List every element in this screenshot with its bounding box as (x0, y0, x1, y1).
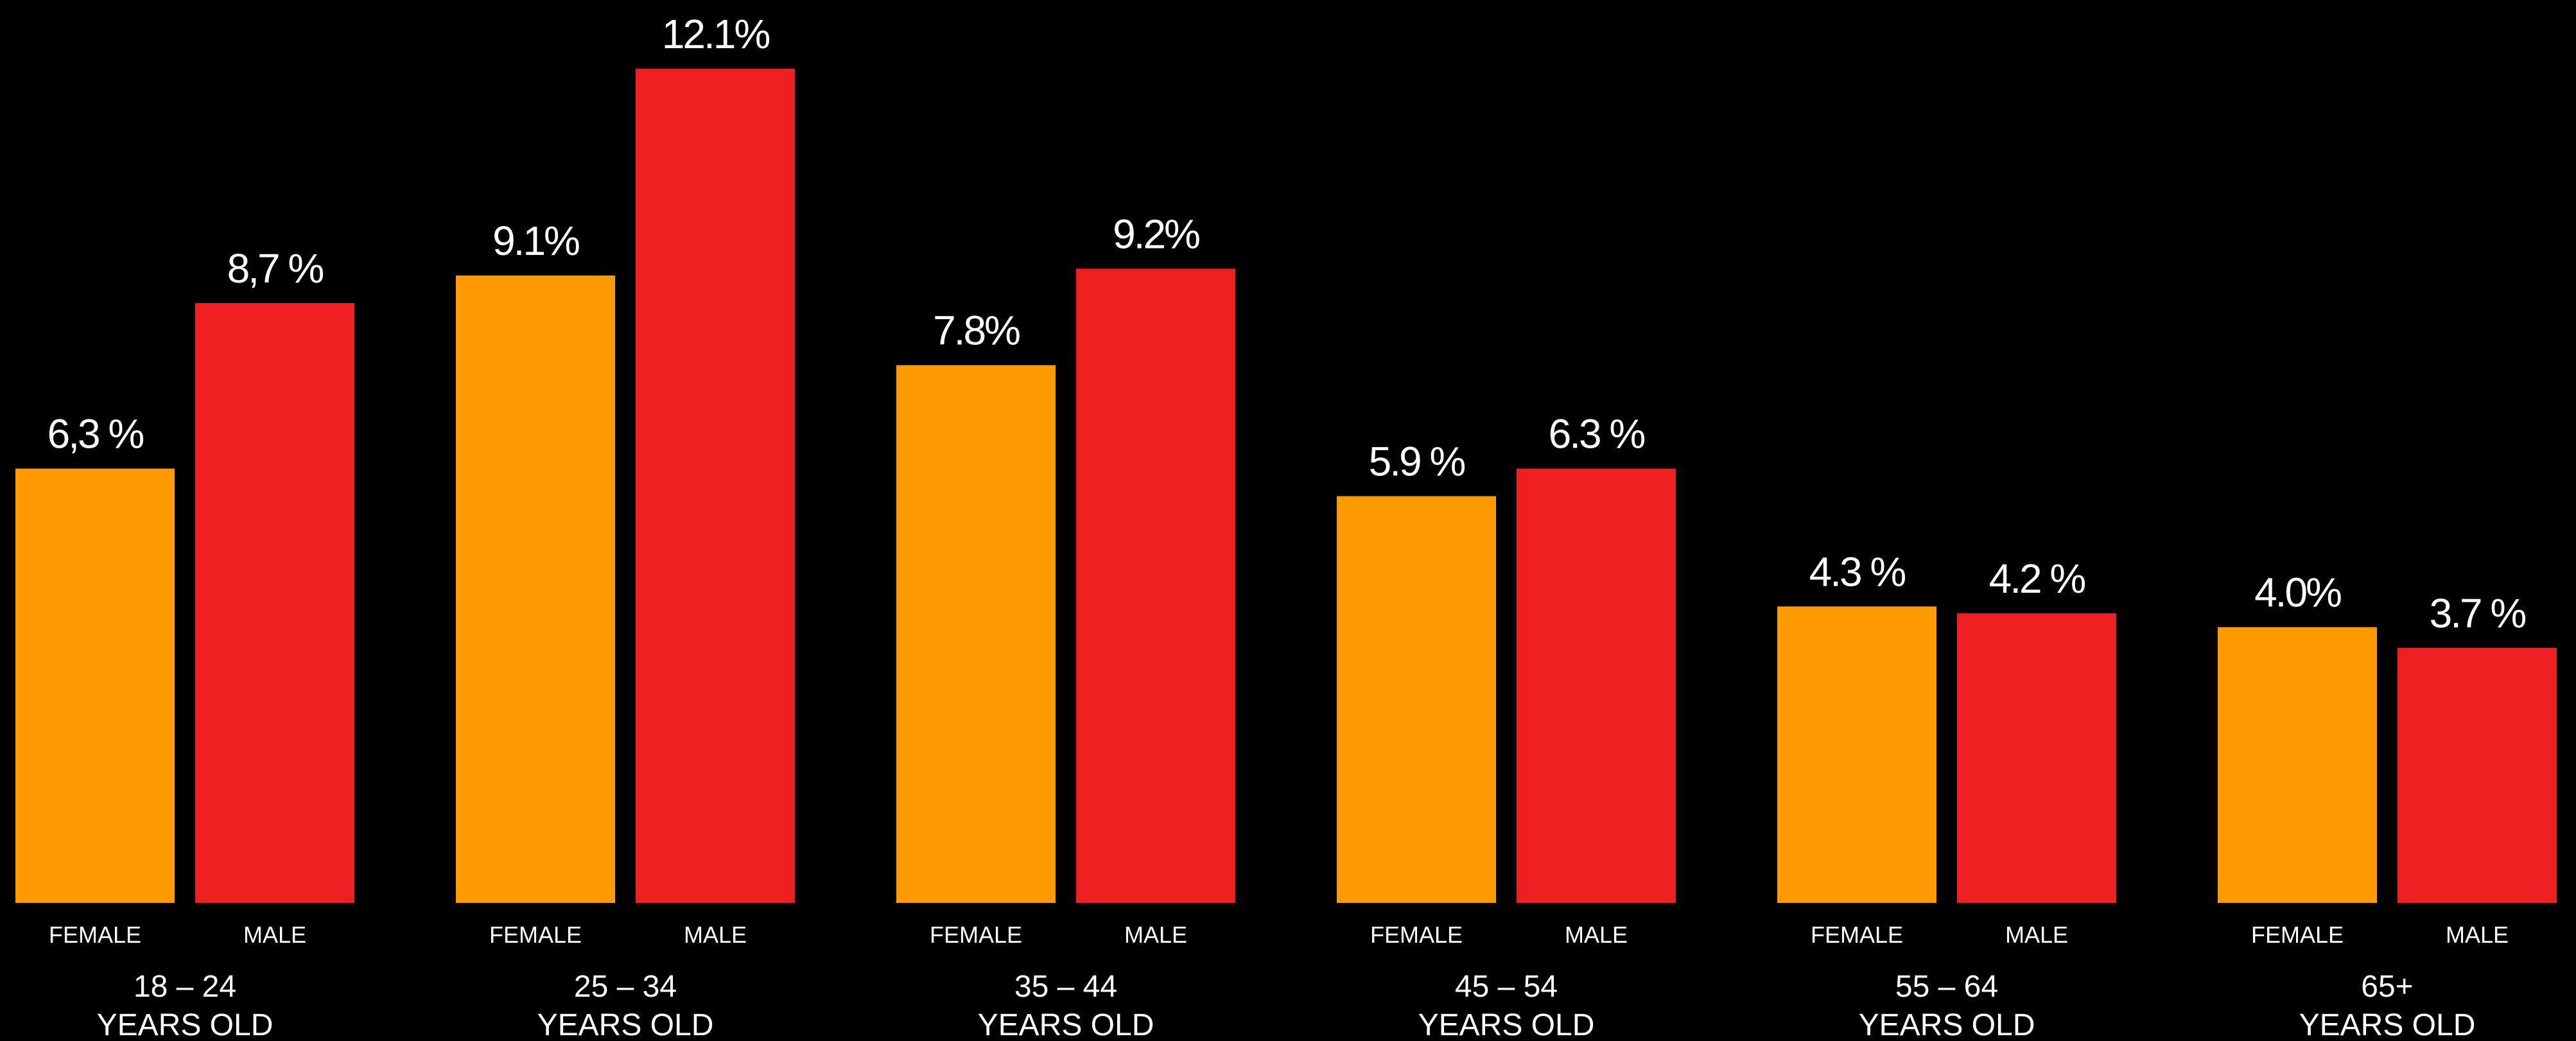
category-range-label: 25 – 34 (574, 970, 677, 1004)
data-label: 7.8% (933, 308, 1020, 354)
category-range-label: 18 – 24 (134, 970, 236, 1004)
category-unit-label: YEARS OLD (537, 1008, 714, 1041)
category-unit-label: YEARS OLD (1859, 1008, 2035, 1041)
category-unit-label: YEARS OLD (1418, 1008, 1595, 1041)
category-unit-label: YEARS OLD (97, 1008, 274, 1041)
bar (636, 69, 795, 903)
data-label: 9.2% (1113, 211, 1199, 257)
bar (1076, 268, 1235, 903)
data-label: 12.1% (662, 11, 770, 57)
series-label: MALE (1565, 922, 1628, 948)
bar-group: 7.8% FEMALE 9.2% MALE 35 – 44 YEARS OLD (896, 211, 1235, 1041)
bar (2398, 647, 2557, 903)
bar (1337, 496, 1496, 903)
data-label: 5.9 % (1369, 439, 1465, 485)
series-label: MALE (2005, 922, 2068, 948)
series-label: FEMALE (49, 922, 141, 948)
series-label: FEMALE (2251, 922, 2344, 948)
series-label: MALE (2446, 922, 2509, 948)
bar (195, 303, 354, 903)
category-range-label: 55 – 64 (1895, 970, 1998, 1004)
data-label: 6.3 % (1549, 411, 1645, 457)
bar-group: 4.3 % FEMALE 4.2 % MALE 55 – 64 YEARS OLD (1777, 548, 2116, 1041)
category-unit-label: YEARS OLD (2299, 1008, 2476, 1041)
bar (1957, 613, 2116, 903)
bar (1517, 468, 1676, 903)
bar (896, 365, 1056, 903)
data-label: 4.3 % (1809, 548, 1906, 595)
data-label: 4.0% (2254, 570, 2341, 616)
bar (1777, 606, 1936, 903)
category-unit-label: YEARS OLD (978, 1008, 1154, 1041)
series-label: FEMALE (489, 922, 582, 948)
data-label: 6,3 % (48, 411, 144, 457)
bar-group: 5.9 % FEMALE 6.3 % MALE 45 – 54 YEARS OLD (1337, 411, 1676, 1041)
bar (456, 276, 615, 903)
category-range-label: 35 – 44 (1014, 970, 1117, 1004)
category-range-label: 65+ (2361, 970, 2413, 1004)
bar (2218, 627, 2377, 903)
series-label: MALE (1124, 922, 1187, 948)
bar (15, 468, 175, 903)
series-label: MALE (684, 922, 747, 948)
data-label: 8,7 % (227, 245, 324, 292)
data-label: 4.2 % (1989, 555, 2085, 602)
data-label: 3.7 % (2430, 590, 2526, 636)
data-label: 9.1% (492, 218, 579, 264)
bar-group: 9.1% FEMALE 12.1% MALE 25 – 34 YEARS OLD (456, 11, 795, 1041)
series-label: FEMALE (930, 922, 1022, 948)
series-label: FEMALE (1370, 922, 1463, 948)
category-range-label: 45 – 54 (1455, 970, 1558, 1004)
bar-group: 4.0% FEMALE 3.7 % MALE 65+ YEARS OLD (2218, 570, 2557, 1041)
series-label: MALE (243, 922, 306, 948)
bar-group: 6,3 % FEMALE 8,7 % MALE 18 – 24 YEARS OLD (15, 245, 354, 1041)
series-label: FEMALE (1811, 922, 1903, 948)
